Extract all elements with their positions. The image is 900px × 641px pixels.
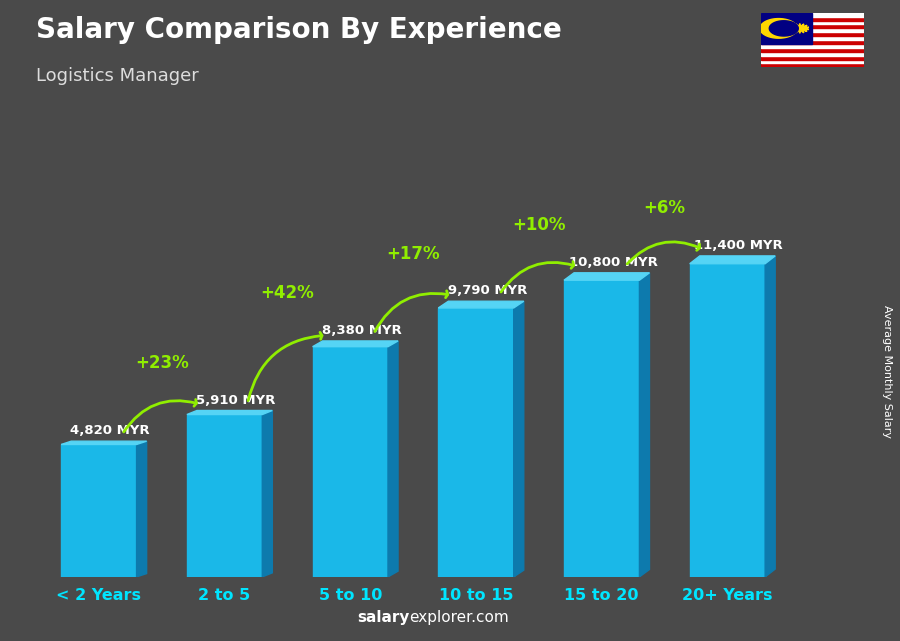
Polygon shape: [388, 341, 398, 577]
Polygon shape: [770, 21, 798, 36]
Text: explorer.com: explorer.com: [410, 610, 509, 625]
Polygon shape: [514, 301, 524, 577]
Polygon shape: [262, 410, 273, 577]
Bar: [760, 44, 864, 48]
Text: 9,790 MYR: 9,790 MYR: [447, 285, 527, 297]
Bar: [564, 280, 639, 577]
Bar: [760, 17, 864, 21]
Polygon shape: [639, 273, 650, 577]
Polygon shape: [689, 256, 775, 263]
Text: 10,800 MYR: 10,800 MYR: [569, 256, 658, 269]
Text: +10%: +10%: [512, 216, 565, 235]
Text: salary: salary: [357, 610, 410, 625]
Bar: [760, 24, 864, 28]
Text: +6%: +6%: [644, 199, 686, 217]
Text: 5,910 MYR: 5,910 MYR: [196, 394, 275, 406]
Bar: [760, 36, 864, 40]
Text: 8,380 MYR: 8,380 MYR: [321, 324, 401, 337]
Text: Salary Comparison By Experience: Salary Comparison By Experience: [36, 16, 562, 44]
Bar: [760, 63, 864, 67]
Bar: [760, 60, 864, 63]
Text: Logistics Manager: Logistics Manager: [36, 67, 199, 85]
Polygon shape: [187, 410, 273, 415]
Text: +42%: +42%: [261, 285, 314, 303]
Bar: [760, 32, 864, 36]
Polygon shape: [438, 301, 524, 308]
Bar: [760, 56, 864, 60]
Polygon shape: [312, 341, 398, 347]
Bar: [312, 347, 388, 577]
Bar: [760, 13, 812, 44]
Polygon shape: [791, 24, 809, 33]
Text: +17%: +17%: [386, 245, 440, 263]
Bar: [760, 28, 864, 32]
Bar: [760, 21, 864, 24]
Bar: [438, 308, 514, 577]
Bar: [689, 263, 765, 577]
Text: Average Monthly Salary: Average Monthly Salary: [881, 305, 892, 438]
Text: 11,400 MYR: 11,400 MYR: [695, 239, 783, 252]
Polygon shape: [137, 441, 147, 577]
Bar: [760, 40, 864, 44]
Bar: [61, 444, 137, 577]
Text: +23%: +23%: [135, 354, 189, 372]
Polygon shape: [564, 273, 650, 280]
Bar: [760, 52, 864, 56]
Bar: [760, 13, 864, 17]
Polygon shape: [765, 256, 775, 577]
Bar: [760, 48, 864, 52]
Polygon shape: [61, 441, 147, 444]
Polygon shape: [760, 19, 797, 38]
Text: 4,820 MYR: 4,820 MYR: [70, 424, 150, 437]
Bar: [187, 415, 262, 577]
